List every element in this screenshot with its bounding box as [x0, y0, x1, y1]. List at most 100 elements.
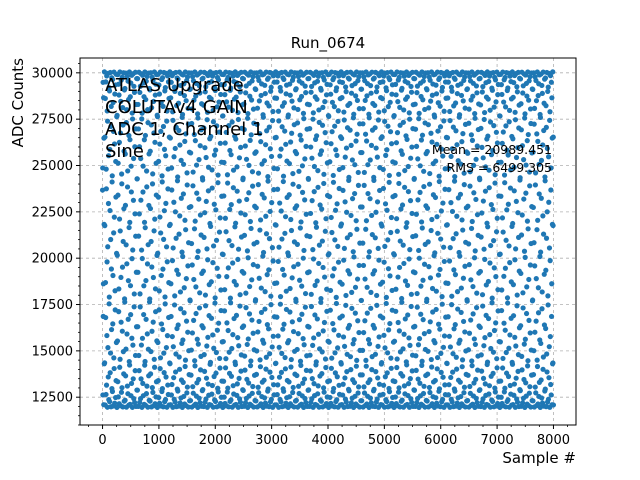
data-point — [235, 256, 241, 263]
data-point — [360, 121, 366, 127]
data-point — [471, 190, 477, 196]
data-point — [412, 270, 418, 276]
data-point — [119, 171, 125, 177]
data-point — [549, 95, 555, 101]
data-point — [415, 197, 421, 203]
data-point — [128, 312, 134, 318]
data-point — [104, 118, 111, 124]
data-point — [365, 162, 371, 168]
data-point — [507, 73, 513, 79]
data-point — [332, 123, 338, 129]
data-point — [302, 304, 308, 310]
data-point — [102, 360, 108, 366]
data-point — [203, 396, 209, 402]
data-point — [449, 146, 455, 152]
data-point — [392, 378, 398, 385]
data-point — [188, 347, 194, 353]
data-point — [217, 400, 224, 407]
data-point — [454, 289, 461, 295]
data-point — [389, 400, 395, 406]
data-point — [255, 182, 261, 188]
data-point — [466, 262, 472, 268]
data-point — [525, 226, 531, 232]
data-point — [402, 316, 408, 322]
data-point — [137, 399, 143, 406]
data-point — [203, 303, 209, 309]
data-point — [159, 386, 165, 392]
data-point — [310, 116, 316, 122]
data-point — [228, 397, 234, 403]
data-point — [332, 350, 338, 356]
data-point — [543, 267, 549, 273]
data-point — [526, 276, 532, 283]
data-point — [416, 247, 422, 254]
data-point — [433, 288, 439, 294]
data-point — [267, 351, 273, 357]
data-point — [223, 129, 229, 135]
data-point — [547, 117, 553, 123]
data-point — [299, 283, 305, 289]
data-point — [154, 114, 161, 120]
data-point — [135, 324, 141, 330]
data-point — [474, 305, 480, 311]
data-point — [233, 220, 239, 226]
data-point — [356, 384, 362, 390]
data-point — [408, 291, 414, 297]
data-point — [226, 238, 232, 244]
data-point — [319, 122, 326, 128]
data-point — [547, 109, 553, 115]
data-point — [525, 358, 531, 364]
data-point — [183, 98, 189, 104]
data-point — [515, 368, 521, 374]
data-point — [116, 139, 122, 145]
data-point — [115, 192, 121, 198]
data-point — [211, 152, 218, 158]
data-point — [189, 74, 196, 80]
data-point — [475, 69, 481, 75]
data-point — [257, 364, 264, 370]
data-point — [399, 151, 405, 157]
data-point — [150, 98, 157, 104]
data-point — [211, 201, 217, 207]
data-point — [439, 294, 445, 300]
data-point — [214, 123, 220, 129]
data-point — [402, 184, 408, 190]
data-point — [237, 89, 243, 95]
data-point — [248, 358, 254, 364]
data-point — [440, 374, 446, 380]
data-point — [293, 86, 299, 92]
data-point — [127, 283, 134, 289]
data-point — [454, 90, 460, 97]
data-point — [348, 90, 355, 96]
data-point — [264, 322, 270, 328]
data-point — [331, 104, 337, 110]
data-point — [494, 140, 501, 146]
data-point — [270, 108, 276, 115]
data-point — [309, 83, 315, 90]
data-point — [212, 87, 218, 94]
data-point — [542, 386, 548, 392]
data-point — [163, 344, 169, 351]
data-point — [106, 294, 112, 300]
data-point — [355, 169, 361, 176]
data-point — [131, 155, 137, 162]
data-point — [297, 225, 303, 231]
data-point — [167, 135, 173, 141]
data-point — [452, 174, 458, 180]
data-point — [498, 193, 504, 199]
data-point — [488, 202, 494, 208]
data-point — [468, 277, 474, 283]
data-point — [213, 147, 219, 153]
data-point — [215, 77, 222, 83]
data-point — [344, 369, 350, 375]
data-point — [260, 249, 267, 256]
data-point — [381, 382, 387, 388]
data-point — [212, 398, 219, 405]
data-point — [105, 374, 111, 380]
data-point — [209, 391, 215, 397]
data-point — [409, 399, 415, 406]
data-point — [134, 76, 141, 82]
data-point — [306, 324, 312, 330]
data-point — [447, 344, 453, 350]
data-point — [506, 345, 512, 351]
